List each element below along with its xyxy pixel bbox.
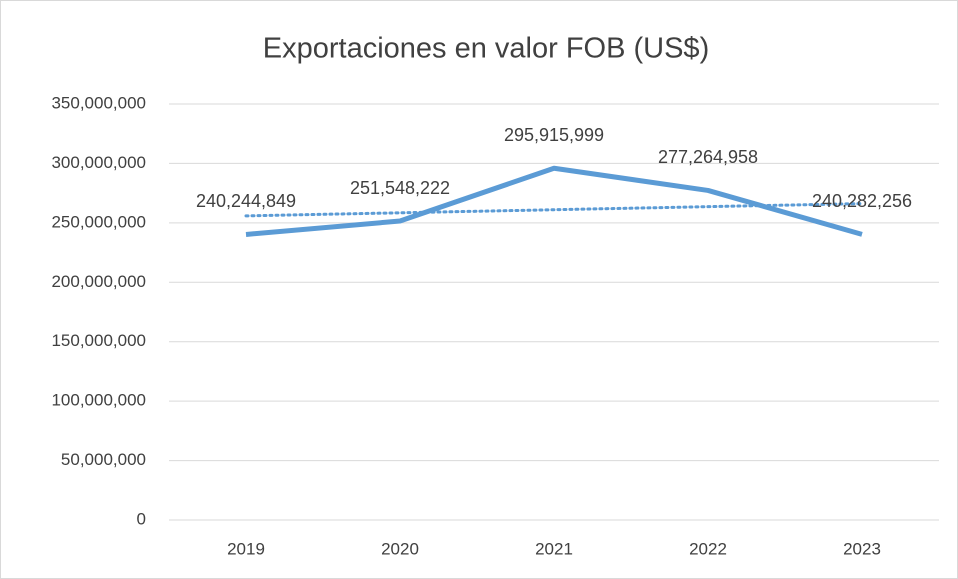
data-label: 277,264,958 bbox=[658, 147, 758, 167]
y-tick-label: 100,000,000 bbox=[51, 391, 146, 410]
y-tick-label: 200,000,000 bbox=[51, 272, 146, 291]
data-label: 240,244,849 bbox=[196, 191, 296, 211]
y-tick-label: 150,000,000 bbox=[51, 331, 146, 350]
data-label: 240,282,256 bbox=[812, 191, 912, 211]
y-tick-label: 350,000,000 bbox=[51, 93, 146, 112]
x-tick-label: 2021 bbox=[535, 539, 573, 558]
line bbox=[245, 165, 863, 237]
y-tick-label: 250,000,000 bbox=[51, 212, 146, 231]
y-tick-label: 50,000,000 bbox=[61, 450, 146, 469]
x-tick-label: 2019 bbox=[227, 539, 265, 558]
data-label: 251,548,222 bbox=[350, 178, 450, 198]
y-tick-label: 0 bbox=[137, 509, 146, 528]
x-tick-label: 2020 bbox=[381, 539, 419, 558]
y-tick-label: 300,000,000 bbox=[51, 153, 146, 172]
data-label: 295,915,999 bbox=[504, 125, 604, 145]
chart-title: Exportaciones en valor FOB (US$) bbox=[263, 33, 709, 65]
x-tick-label: 2023 bbox=[843, 539, 881, 558]
x-tick-label: 2022 bbox=[689, 539, 727, 558]
